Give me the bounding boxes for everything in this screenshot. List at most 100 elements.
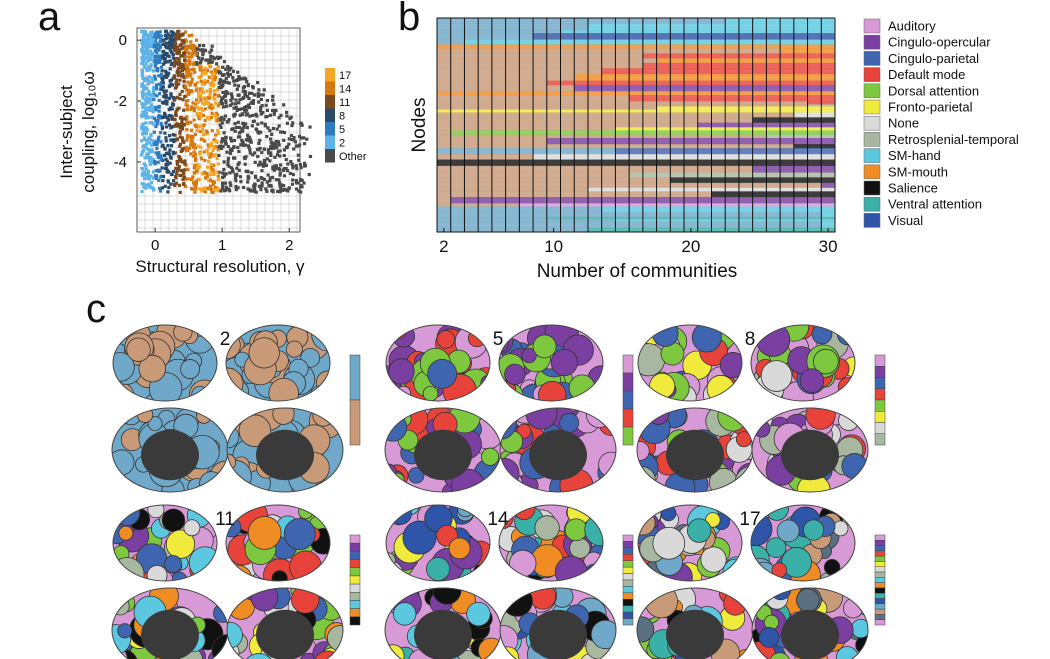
heatmap-cell-decoration bbox=[478, 154, 492, 160]
heatmap-cell-decoration bbox=[711, 117, 725, 123]
scatter-point-decoration bbox=[235, 167, 238, 170]
heatmap-cell-decoration bbox=[533, 203, 547, 206]
heatmap-cell-decoration bbox=[725, 63, 739, 69]
heatmap-cell-decoration bbox=[464, 58, 478, 63]
legend-swatch bbox=[864, 84, 880, 98]
scatter-point-decoration bbox=[159, 38, 162, 41]
heatmap-cell-decoration bbox=[547, 24, 561, 31]
heatmap-cell-decoration bbox=[464, 203, 478, 206]
scatter-point-decoration bbox=[236, 78, 239, 81]
heatmap-cell-decoration bbox=[588, 130, 602, 135]
heatmap-cell-decoration bbox=[547, 148, 561, 154]
colorbar-segment bbox=[875, 599, 885, 604]
heatmap-cell-decoration bbox=[808, 109, 822, 112]
heatmap-cell-decoration bbox=[533, 138, 547, 144]
heatmap-cell-decoration bbox=[519, 48, 533, 53]
scatter-point-decoration bbox=[205, 89, 208, 92]
heatmap-cell-decoration bbox=[657, 135, 671, 139]
heatmap-cell-decoration bbox=[657, 24, 671, 31]
heatmap-cell-decoration bbox=[753, 48, 767, 53]
scatter-point-decoration bbox=[156, 67, 159, 70]
scatter-point-decoration bbox=[204, 49, 207, 52]
brain-surface bbox=[98, 395, 243, 500]
scatter-point-decoration bbox=[234, 98, 237, 101]
heatmap-cell-decoration bbox=[643, 117, 657, 123]
heatmap-cell-decoration bbox=[739, 63, 753, 69]
heatmap-cell-decoration bbox=[780, 191, 794, 197]
heatmap-cell-decoration bbox=[739, 58, 753, 63]
scatter-point-decoration bbox=[276, 128, 279, 131]
heatmap-cell-decoration bbox=[547, 203, 561, 206]
heatmap-cell-decoration bbox=[519, 217, 533, 220]
scatter-point-decoration bbox=[283, 174, 286, 177]
heatmap-cell-decoration bbox=[739, 53, 753, 58]
heatmap-cell-decoration bbox=[794, 221, 808, 228]
heatmap-cell-decoration bbox=[698, 63, 712, 69]
parcel-decoration bbox=[127, 338, 151, 362]
heatmap-cell-decoration bbox=[547, 188, 561, 192]
scatter-point-decoration bbox=[201, 128, 204, 131]
heatmap-cell-decoration bbox=[821, 123, 835, 128]
scatter-point-decoration bbox=[198, 125, 201, 128]
parcel-decoration bbox=[184, 520, 200, 536]
heatmap-cell-decoration bbox=[451, 154, 465, 160]
scatter-point-decoration bbox=[203, 133, 206, 136]
heatmap-cell-decoration bbox=[766, 53, 780, 58]
scatter-point-decoration bbox=[213, 98, 216, 101]
heatmap-cell-decoration bbox=[464, 212, 478, 217]
heatmap-cell-decoration bbox=[602, 48, 616, 53]
heatmap-cell-decoration bbox=[725, 203, 739, 206]
scatter-point-decoration bbox=[242, 126, 245, 129]
heatmap-cell-decoration bbox=[451, 138, 465, 144]
heatmap-cell-decoration bbox=[670, 172, 684, 177]
parcel-decoration bbox=[551, 349, 577, 375]
scatter-point-decoration bbox=[182, 52, 185, 55]
scatter-point-decoration bbox=[176, 108, 179, 111]
scatter-point-decoration bbox=[245, 138, 248, 141]
heatmap-cell-decoration bbox=[643, 91, 657, 95]
parcel-decoration bbox=[478, 638, 503, 659]
heatmap-cell-decoration bbox=[492, 138, 506, 144]
heatmap-cell-decoration bbox=[698, 127, 712, 130]
heatmap-cell-decoration bbox=[711, 30, 725, 33]
scatter-point-decoration bbox=[206, 69, 209, 72]
heatmap-cell-decoration bbox=[561, 130, 575, 135]
heatmap-cell-decoration bbox=[506, 39, 520, 44]
scatter-point-decoration bbox=[223, 80, 226, 83]
heatmap-cell-decoration bbox=[670, 33, 684, 40]
heatmap-cell-decoration bbox=[437, 24, 451, 31]
scatter-point-decoration bbox=[185, 128, 188, 131]
scatter-point-decoration bbox=[181, 169, 184, 172]
heatmap-cell-decoration bbox=[698, 30, 712, 33]
heatmap-cell-decoration bbox=[602, 68, 616, 74]
heatmap-cell-decoration bbox=[725, 130, 739, 135]
legend-label: Default mode bbox=[888, 67, 965, 82]
scatter-point-decoration bbox=[308, 173, 311, 176]
heatmap-cell-decoration bbox=[629, 63, 643, 69]
heatmap-cell-decoration bbox=[547, 160, 561, 167]
heatmap-cell-decoration bbox=[574, 144, 588, 148]
heatmap-cell-decoration bbox=[533, 206, 547, 212]
scatter-point-decoration bbox=[147, 90, 150, 93]
scatter-point-decoration bbox=[171, 102, 174, 105]
heatmap-cell-decoration bbox=[821, 212, 835, 217]
heatmap-cell-decoration bbox=[629, 48, 643, 53]
heatmap-cell-decoration bbox=[808, 154, 822, 160]
heatmap-cell-decoration bbox=[629, 206, 643, 212]
scatter-point-decoration bbox=[158, 61, 161, 64]
heatmap-cell-decoration bbox=[533, 63, 547, 69]
heatmap-cell-decoration bbox=[698, 95, 712, 101]
heatmap-cell-decoration bbox=[574, 183, 588, 188]
scatter-point-decoration bbox=[232, 70, 235, 73]
scatter-point-decoration bbox=[145, 56, 148, 59]
heatmap-cell-decoration bbox=[753, 85, 767, 91]
heatmap-cell-decoration bbox=[492, 91, 506, 95]
scatter-point-decoration bbox=[142, 37, 145, 40]
parcel-decoration bbox=[330, 584, 351, 605]
heatmap-cell-decoration bbox=[478, 109, 492, 112]
scatter-point-decoration bbox=[163, 132, 166, 135]
heatmap-cell-decoration bbox=[643, 24, 657, 31]
scatter-point-decoration bbox=[185, 138, 188, 141]
heatmap-cell-decoration bbox=[533, 85, 547, 91]
heatmap-cell-decoration bbox=[657, 177, 671, 183]
